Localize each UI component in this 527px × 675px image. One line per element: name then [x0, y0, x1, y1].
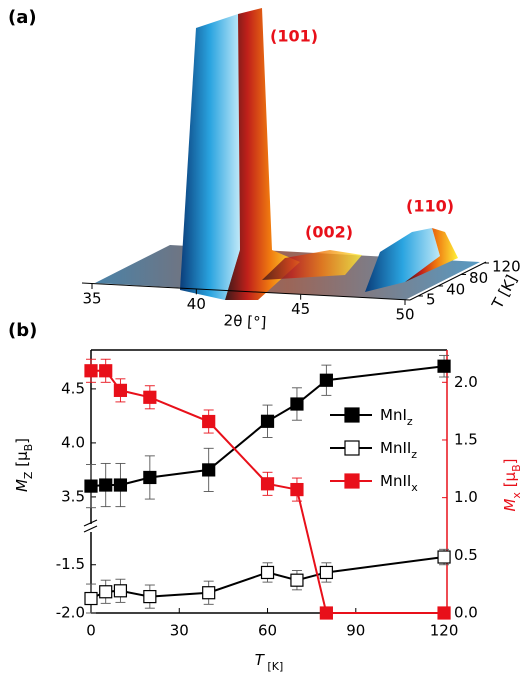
- y-tick-label: 4.5: [61, 379, 85, 397]
- marker: [202, 463, 216, 477]
- t-axis: [409, 261, 487, 301]
- surface-peak: [365, 228, 440, 292]
- x-tick-label: 60: [258, 622, 277, 640]
- marker: [84, 479, 98, 493]
- panel-label: (a): [8, 7, 37, 28]
- marker: [290, 482, 304, 497]
- marker: [143, 470, 157, 485]
- y-tick-label: 3.5: [61, 487, 85, 505]
- legend-sub: x: [411, 481, 418, 494]
- t-tick-label: 40: [446, 280, 465, 298]
- marker: [260, 565, 275, 580]
- x-tick-label: 0: [86, 622, 96, 640]
- y2-axis-label: Mx [μB]: [501, 458, 523, 511]
- y-axis-label-part: ]: [13, 438, 31, 444]
- y2-axis-label-part: x: [510, 492, 523, 499]
- marker: [202, 586, 216, 600]
- legend-marker: [344, 407, 360, 423]
- x-axis-label: T [K]: [255, 651, 283, 673]
- marker: [437, 550, 451, 564]
- x-tick-label: 30: [170, 622, 189, 640]
- y-axis-label: MZ [μB]: [13, 438, 35, 492]
- y-tick-label: -2.0: [56, 604, 85, 622]
- marker: [113, 584, 128, 598]
- x-axis-label: 2θ [°]: [223, 311, 267, 331]
- legend-label: MnIIz: [380, 439, 417, 461]
- surface-peak: [225, 8, 300, 300]
- t-tick-label: 120: [492, 258, 521, 276]
- y2-tick-label: 1.0: [454, 488, 478, 506]
- legend-marker: [344, 440, 360, 456]
- legend-sub: z: [407, 415, 413, 428]
- surface-plot: [95, 8, 480, 300]
- legend-label: MnIz: [380, 406, 413, 428]
- y2-axis-label-part: B: [510, 464, 523, 472]
- legend-sub: z: [411, 448, 417, 461]
- marker: [143, 390, 157, 404]
- y-axis-label-part: Z: [22, 471, 35, 479]
- y2-tick-label: 0.0: [454, 604, 478, 622]
- t-tick-label: 5: [426, 291, 436, 309]
- t-axis-label: T [K]: [488, 272, 521, 313]
- marker: [113, 478, 128, 492]
- y-axis-label-part: B: [22, 444, 35, 452]
- legend-name: MnII: [380, 439, 411, 457]
- surface-peak: [180, 14, 240, 300]
- marker: [319, 606, 333, 620]
- marker: [99, 364, 113, 378]
- marker: [260, 414, 275, 428]
- peak-label: (110): [406, 197, 454, 216]
- surface-peak: [405, 228, 458, 282]
- y2-axis-label-part: M: [501, 499, 519, 512]
- y-tick-label: 4.0: [61, 433, 85, 451]
- panel-label: (b): [8, 320, 37, 341]
- marker: [260, 477, 275, 491]
- x-tick-label: 50: [395, 306, 414, 324]
- x-tick-label: 35: [82, 290, 101, 308]
- x-tick-label: 40: [187, 295, 206, 313]
- y2-tick-label: 2.0: [454, 373, 478, 391]
- y2-tick-label: 1.5: [454, 430, 478, 448]
- marker: [319, 565, 333, 580]
- y2-tick-label: 0.5: [454, 546, 478, 564]
- marker: [99, 585, 113, 599]
- marker: [319, 373, 333, 387]
- marker: [290, 573, 304, 587]
- x-tick-label: 45: [291, 300, 310, 318]
- legend-marker: [344, 473, 360, 489]
- t-tick-label: 80: [469, 269, 488, 287]
- peak-label: (002): [305, 223, 353, 242]
- surface-peak: [262, 250, 362, 280]
- marker: [437, 606, 451, 620]
- legend-name: MnI: [380, 406, 407, 424]
- marker: [202, 414, 216, 429]
- marker: [99, 478, 113, 492]
- y-axis-label-part: [μ: [13, 451, 31, 472]
- x-axis: [81, 282, 411, 301]
- legend-label: MnIIx: [380, 472, 418, 494]
- y2-axis-label-part: ]: [501, 458, 519, 464]
- y-tick-label: -1.5: [56, 555, 85, 573]
- marker: [290, 397, 304, 411]
- marker: [113, 383, 128, 397]
- x-tick-label: 90: [346, 622, 365, 640]
- marker: [143, 589, 157, 604]
- marker: [84, 364, 98, 378]
- marker: [84, 591, 98, 606]
- x-axis-label-part: T: [255, 651, 266, 669]
- y-axis-label-part: M: [13, 479, 31, 492]
- marker: [437, 359, 451, 373]
- x-axis-label-part: [K]: [264, 660, 283, 673]
- legend-name: MnII: [380, 472, 411, 490]
- peak-label: (101): [270, 27, 318, 46]
- y2-axis-label-part: [μ: [501, 471, 519, 492]
- x-tick-label: 120: [430, 622, 459, 640]
